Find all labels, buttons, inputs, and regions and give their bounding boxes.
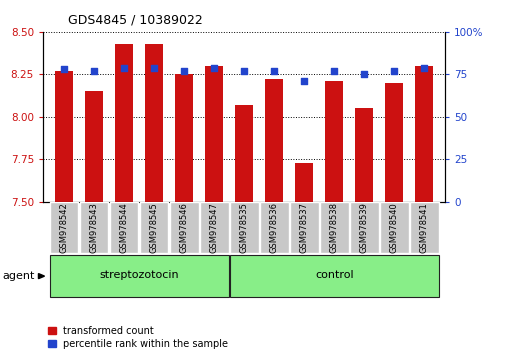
FancyBboxPatch shape — [319, 202, 348, 253]
Point — [389, 68, 397, 74]
Point — [60, 67, 68, 72]
Point — [150, 65, 158, 70]
Text: GSM978541: GSM978541 — [419, 202, 428, 253]
Text: control: control — [314, 270, 353, 280]
FancyBboxPatch shape — [289, 202, 318, 253]
FancyBboxPatch shape — [229, 256, 438, 297]
Bar — [384, 83, 402, 202]
Point — [299, 78, 308, 84]
Point — [120, 65, 128, 70]
Text: GSM978537: GSM978537 — [299, 202, 308, 253]
Bar — [415, 66, 432, 202]
FancyBboxPatch shape — [259, 202, 288, 253]
Bar — [355, 108, 373, 202]
Text: GSM978543: GSM978543 — [89, 202, 98, 253]
FancyBboxPatch shape — [110, 202, 138, 253]
FancyBboxPatch shape — [349, 202, 378, 253]
Text: agent: agent — [3, 271, 35, 281]
Legend: transformed count, percentile rank within the sample: transformed count, percentile rank withi… — [48, 326, 228, 349]
Text: GSM978542: GSM978542 — [60, 202, 68, 253]
Bar — [294, 163, 313, 202]
FancyBboxPatch shape — [49, 256, 228, 297]
FancyBboxPatch shape — [139, 202, 168, 253]
Text: GSM978545: GSM978545 — [149, 202, 158, 253]
FancyBboxPatch shape — [79, 202, 108, 253]
Text: GSM978539: GSM978539 — [359, 202, 368, 253]
Text: GSM978538: GSM978538 — [329, 202, 338, 253]
Bar — [85, 91, 103, 202]
Text: GSM978540: GSM978540 — [389, 202, 398, 253]
FancyBboxPatch shape — [169, 202, 198, 253]
Text: GSM978547: GSM978547 — [209, 202, 218, 253]
Text: GSM978544: GSM978544 — [119, 202, 128, 253]
Text: GSM978535: GSM978535 — [239, 202, 248, 253]
Point — [90, 68, 98, 74]
Text: GDS4845 / 10389022: GDS4845 / 10389022 — [68, 13, 203, 27]
FancyBboxPatch shape — [379, 202, 408, 253]
Point — [180, 68, 188, 74]
Point — [329, 68, 337, 74]
FancyBboxPatch shape — [409, 202, 438, 253]
Bar — [145, 44, 163, 202]
Point — [270, 68, 278, 74]
Point — [419, 65, 427, 70]
Point — [360, 72, 368, 77]
Text: GSM978536: GSM978536 — [269, 202, 278, 253]
FancyBboxPatch shape — [199, 202, 228, 253]
Bar — [265, 79, 283, 202]
Bar — [175, 74, 193, 202]
Point — [240, 68, 248, 74]
Bar — [55, 71, 73, 202]
FancyBboxPatch shape — [229, 202, 258, 253]
Point — [210, 65, 218, 70]
Bar — [325, 81, 342, 202]
FancyBboxPatch shape — [49, 202, 78, 253]
Text: streptozotocin: streptozotocin — [99, 270, 179, 280]
Bar — [115, 44, 133, 202]
Bar — [235, 105, 252, 202]
Text: GSM978546: GSM978546 — [179, 202, 188, 253]
Bar — [205, 66, 223, 202]
